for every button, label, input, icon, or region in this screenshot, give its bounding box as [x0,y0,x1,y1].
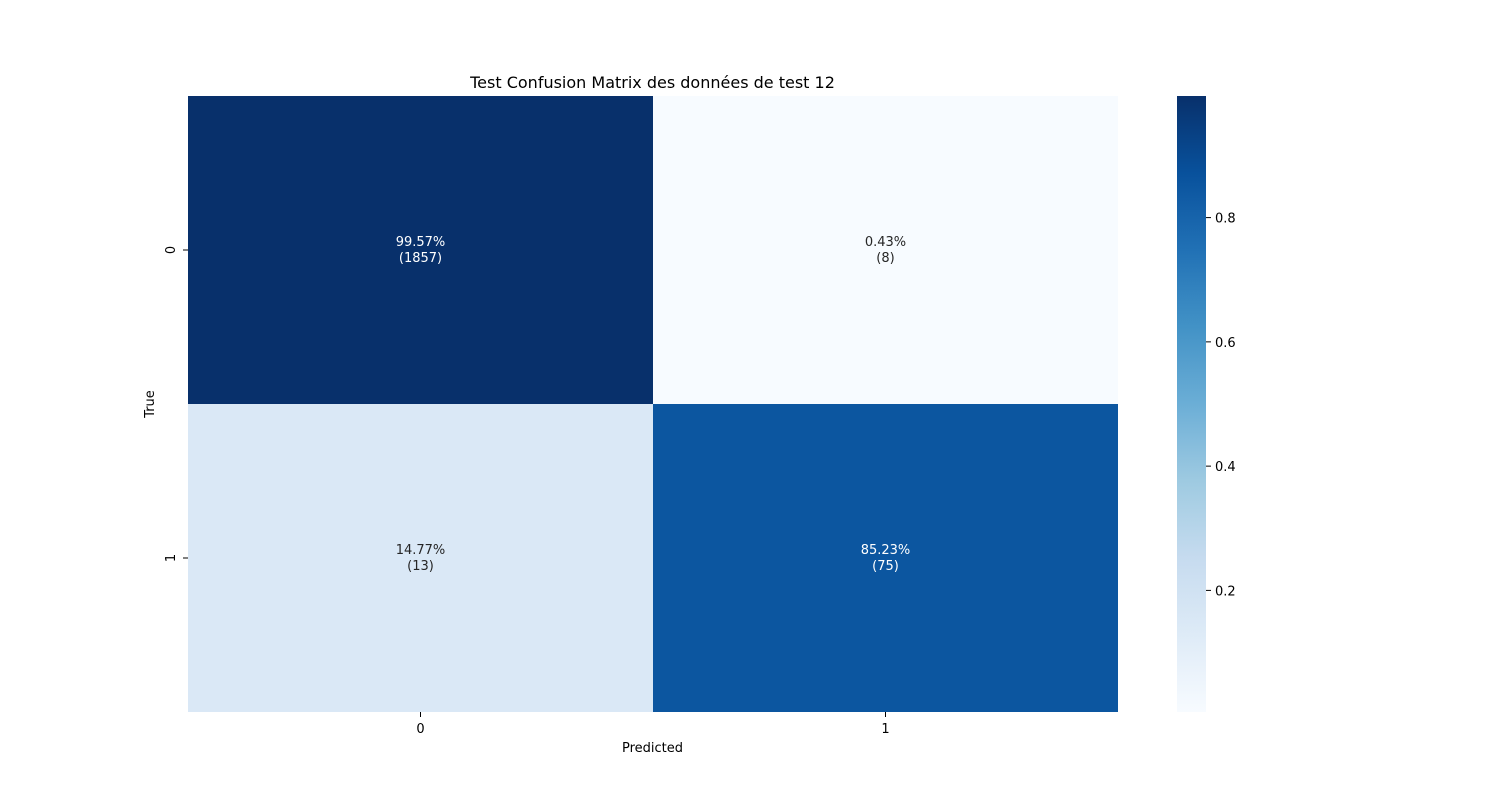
x-tick-label-1: 1 [881,722,889,737]
cell-label-0-0: 99.57% (1857) [396,235,446,266]
cell-label-1-1: 85.23% (75) [861,543,911,574]
y-tick-label-0: 0 [164,246,179,254]
x-axis-label: Predicted [622,741,683,756]
y-axis-label: True [143,390,158,419]
colorbar-tick-label-0: 0.2 [1215,584,1236,599]
cell-label-1-0: 14.77% (13) [396,543,446,574]
colorbar-tick-label-2: 0.6 [1215,336,1236,351]
axis-ticks: 0 1 0 1 [164,246,890,737]
chart-title: Test Confusion Matrix des données de tes… [469,73,835,92]
colorbar-gradient [1177,96,1206,712]
cell-label-0-1: 0.43% (8) [865,235,906,266]
heatmap-cell-1-0 [188,404,653,712]
y-tick-label-1: 1 [164,554,179,562]
colorbar-tick-label-1: 0.4 [1215,460,1236,475]
heatmap-cell-0-0 [188,96,653,404]
x-tick-label-0: 0 [416,722,424,737]
heatmap-cell-0-1 [653,96,1118,404]
heatmap-cell-1-1 [653,404,1118,712]
colorbar: 0.2 0.4 0.6 0.8 [1177,96,1236,712]
colorbar-tick-label-3: 0.8 [1215,212,1236,227]
heatmap-cells: 99.57% (1857) 0.43% (8) 14.77% (13) 85.23% (75) [188,96,1118,712]
